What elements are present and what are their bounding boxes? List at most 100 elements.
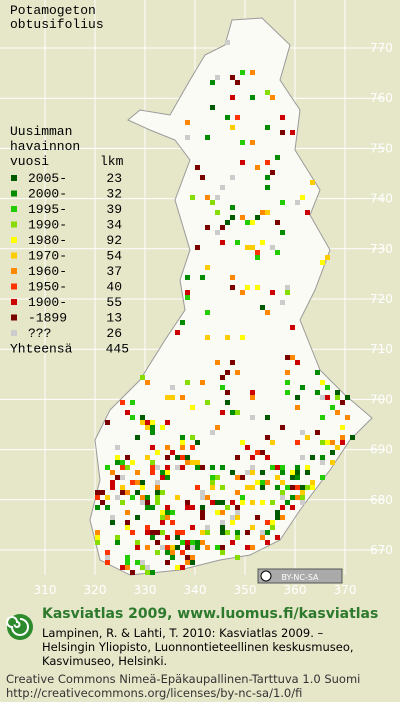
record-dot: [160, 425, 165, 430]
record-dot: [225, 220, 230, 225]
record-dot: [250, 220, 255, 225]
record-dot: [125, 490, 130, 495]
legend-label: 1980-: [28, 233, 67, 248]
record-dot: [250, 525, 255, 530]
record-dot: [215, 195, 220, 200]
record-dot: [290, 485, 295, 490]
grid-label: 700: [370, 392, 393, 406]
record-dot: [335, 410, 340, 415]
record-dot: [250, 70, 255, 75]
record-dot: [250, 245, 255, 250]
record-dot: [220, 465, 225, 470]
legend-swatch: [11, 252, 17, 259]
record-dot: [295, 465, 300, 470]
record-dot: [115, 535, 120, 540]
grid-label: 750: [370, 141, 393, 155]
record-dot: [245, 530, 250, 535]
record-dot: [170, 450, 175, 455]
record-dot: [195, 545, 200, 550]
record-dot: [295, 495, 300, 500]
legend-label: 1995-: [28, 202, 67, 217]
record-dot: [320, 475, 325, 480]
record-dot: [250, 470, 255, 475]
record-dot: [225, 505, 230, 510]
record-dot: [255, 515, 260, 520]
record-dot: [105, 560, 110, 565]
record-dot: [105, 550, 110, 555]
record-dot: [245, 285, 250, 290]
record-dot: [275, 510, 280, 515]
record-dot: [95, 540, 100, 545]
grid-label: 680: [370, 493, 393, 507]
record-dot: [190, 525, 195, 530]
record-dot: [340, 400, 345, 405]
record-dot: [240, 70, 245, 75]
record-dot: [220, 485, 225, 490]
record-dot: [230, 285, 235, 290]
record-dot: [300, 195, 305, 200]
record-dot: [240, 495, 245, 500]
record-dot: [230, 410, 235, 415]
record-dot: [300, 485, 305, 490]
record-dot: [195, 540, 200, 545]
record-dot: [145, 495, 150, 500]
record-dot: [250, 500, 255, 505]
record-dot: [160, 470, 165, 475]
record-dot: [265, 175, 270, 180]
record-dot: [190, 505, 195, 510]
record-dot: [295, 360, 300, 365]
record-dot: [185, 500, 190, 505]
record-dot: [195, 465, 200, 470]
record-dot: [205, 530, 210, 535]
record-dot: [300, 490, 305, 495]
grid-label: 690: [370, 443, 393, 457]
record-dot: [220, 410, 225, 415]
record-dot: [180, 445, 185, 450]
record-dot: [220, 500, 225, 505]
record-dot: [105, 555, 110, 560]
record-dot: [110, 520, 115, 525]
legend-count-header: lkm: [100, 154, 124, 169]
record-dot: [95, 530, 100, 535]
record-dot: [165, 470, 170, 475]
record-dot: [180, 395, 185, 400]
record-dot: [305, 485, 310, 490]
record-dot: [265, 160, 270, 165]
record-dot: [165, 560, 170, 565]
record-dot: [295, 395, 300, 400]
record-dot: [320, 440, 325, 445]
record-dot: [95, 505, 100, 510]
record-dot: [145, 380, 150, 385]
record-dot: [295, 475, 300, 480]
record-dot: [305, 470, 310, 475]
record-dot: [230, 470, 235, 475]
record-dot: [210, 80, 215, 85]
record-dot: [175, 530, 180, 535]
record-dot: [220, 545, 225, 550]
legend-swatch: [11, 330, 17, 336]
record-dot: [205, 310, 210, 315]
record-dot: [130, 415, 135, 420]
record-dot: [235, 80, 240, 85]
record-dot: [120, 465, 125, 470]
record-dot: [190, 195, 195, 200]
record-dot: [285, 285, 290, 290]
record-dot: [265, 210, 270, 215]
record-dot: [220, 530, 225, 535]
record-dot: [235, 515, 240, 520]
record-dot: [215, 75, 220, 80]
record-dot: [230, 500, 235, 505]
record-dot: [155, 465, 160, 470]
record-dot: [225, 115, 230, 120]
grid-label: 760: [370, 91, 393, 105]
record-dot: [140, 495, 145, 500]
record-dot: [105, 420, 110, 425]
record-dot: [285, 290, 290, 295]
record-dot: [285, 390, 290, 395]
record-dot: [220, 385, 225, 390]
record-dot: [210, 500, 215, 505]
record-dot: [200, 530, 205, 535]
record-dot: [250, 485, 255, 490]
legend-swatch: [11, 268, 17, 274]
record-dot: [215, 510, 220, 515]
